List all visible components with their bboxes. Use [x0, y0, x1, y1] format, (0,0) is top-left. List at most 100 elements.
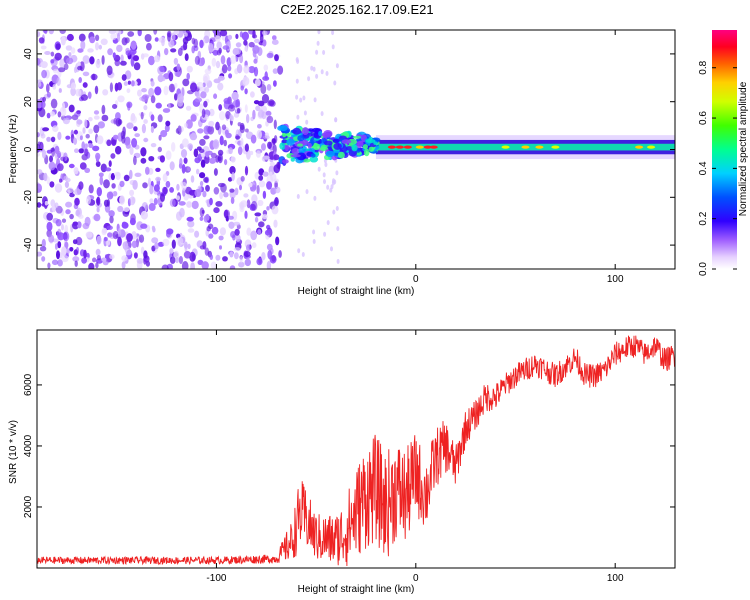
noise-blob: [315, 49, 319, 55]
carrier-hotspot: [429, 145, 438, 149]
noise-blob: [107, 48, 113, 56]
noise-blob: [325, 71, 329, 76]
onset-blob: [296, 152, 307, 161]
noise-blob: [122, 241, 129, 250]
noise-blob: [105, 167, 112, 172]
noise-blob: [331, 180, 335, 186]
noise-blob: [236, 63, 243, 74]
noise-blob: [100, 38, 108, 46]
noise-blob: [167, 32, 171, 42]
noise-blob: [121, 135, 126, 144]
x-tick-label: 0: [413, 274, 419, 285]
noise-blob: [235, 47, 242, 55]
noise-blob: [246, 113, 250, 124]
noise-blob: [143, 250, 148, 259]
noise-blob: [162, 108, 171, 113]
noise-blob: [116, 32, 121, 42]
noise-blob: [313, 195, 317, 201]
noise-blob: [257, 47, 263, 56]
noise-blob: [273, 219, 278, 228]
noise-blob: [95, 161, 101, 168]
colorbar-tick-label: 0.0: [698, 262, 709, 276]
spectrogram-x-axis: -100 0 100: [206, 30, 624, 285]
noise-blob: [188, 189, 197, 196]
noise-blob: [252, 109, 256, 120]
noise-blob: [130, 115, 138, 124]
noise-blob: [301, 252, 305, 257]
carrier-hotspot: [423, 145, 432, 149]
noise-blob: [235, 234, 241, 242]
noise-blob: [46, 136, 51, 142]
noise-blob: [228, 147, 233, 155]
noise-blob: [41, 256, 46, 262]
noise-blob: [37, 169, 43, 175]
noise-blob: [221, 124, 227, 131]
noise-blob: [249, 150, 254, 156]
noise-blob: [91, 73, 96, 81]
noise-blob: [305, 189, 309, 195]
noise-blob: [96, 235, 102, 245]
noise-blob: [243, 39, 248, 46]
noise-blob: [235, 33, 239, 40]
noise-blob: [43, 172, 48, 182]
noise-blob: [272, 68, 278, 74]
noise-blob: [312, 66, 316, 72]
noise-blob: [222, 45, 230, 50]
noise-blob: [336, 226, 340, 232]
noise-blob: [57, 131, 62, 141]
noise-blob: [240, 137, 244, 148]
noise-blob: [184, 32, 188, 37]
noise-blob: [258, 175, 264, 181]
noise-blob: [323, 179, 326, 185]
noise-blob: [67, 189, 71, 195]
noise-blob: [269, 171, 273, 177]
noise-blob: [150, 95, 156, 104]
noise-blob: [126, 101, 133, 109]
onset-blob: [303, 158, 311, 163]
noise-blob: [129, 146, 134, 155]
noise-blob: [112, 52, 116, 59]
noise-blob: [176, 71, 181, 78]
noise-blob: [54, 202, 59, 209]
noise-blob: [269, 161, 275, 167]
noise-blob: [38, 81, 42, 87]
noise-blob: [253, 100, 260, 105]
colorbar-tick-label: 0.2: [698, 211, 709, 225]
noise-blob: [78, 148, 85, 154]
noise-blob: [193, 148, 199, 158]
noise-blob: [233, 221, 241, 226]
noise-blob: [209, 108, 215, 117]
noise-blob: [50, 98, 58, 109]
noise-blob: [80, 40, 86, 50]
noise-blob: [142, 94, 150, 100]
noise-blob: [239, 255, 243, 263]
noise-blob: [322, 172, 326, 178]
noise-blob: [87, 48, 94, 53]
noise-blob: [153, 197, 158, 206]
noise-blob: [187, 166, 191, 172]
noise-blob: [78, 77, 82, 83]
carrier-hotspot: [395, 145, 404, 149]
noise-blob: [307, 76, 311, 82]
carrier-hotspot: [403, 145, 412, 149]
noise-blob: [68, 104, 75, 113]
noise-blob: [117, 205, 124, 213]
noise-blob: [80, 94, 88, 101]
noise-blob: [273, 135, 278, 144]
noise-blob: [246, 149, 251, 160]
noise-blob: [242, 76, 250, 86]
spectrogram-y-label: Frequency (Hz): [8, 115, 19, 184]
noise-blob: [70, 87, 76, 97]
noise-blob: [43, 30, 48, 35]
noise-blob: [177, 125, 182, 135]
noise-blob: [215, 60, 221, 69]
onset-blob: [307, 142, 312, 149]
noise-blob: [126, 122, 134, 129]
onset-blob: [346, 146, 353, 151]
noise-blob: [256, 129, 262, 140]
colorbar-tick-label: 0.6: [698, 111, 709, 125]
noise-blob: [162, 186, 168, 195]
noise-blob: [40, 133, 46, 139]
noise-blob: [215, 254, 221, 261]
colorbar-ticks: 0.0 0.2 0.4 0.6 0.8: [698, 60, 737, 276]
